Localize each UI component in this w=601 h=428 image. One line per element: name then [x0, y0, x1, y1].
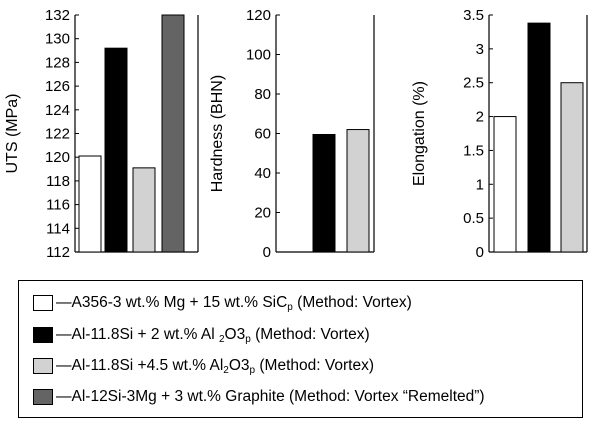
bar [104, 47, 128, 253]
y-tick-label: 20 [254, 205, 271, 222]
y-tick-label: 3 [476, 41, 484, 58]
legend-label: —A356-3 wt.% Mg + 15 wt.% SiCp (Method: … [56, 293, 412, 313]
legend-item: —A356-3 wt.% Mg + 15 wt.% SiCp (Method: … [33, 293, 412, 313]
y-axis-label: UTS (MPa) [4, 94, 21, 174]
bar [493, 116, 517, 253]
y-tick-label: 130 [45, 31, 70, 48]
bar [78, 155, 102, 253]
y-tick-label: 2 [476, 109, 484, 126]
y-tick-label: 114 [46, 220, 70, 237]
bar [132, 167, 156, 253]
y-tick-label: 0 [263, 244, 271, 261]
legend-item: —Al-11.8Si +4.5 wt.% Al2O3p (Method: Vor… [33, 356, 374, 376]
y-tick-label: 3.5 [463, 7, 484, 24]
y-tick-label: 116 [46, 197, 70, 214]
legend-swatch [33, 358, 53, 374]
y-tick-label: 100 [246, 47, 271, 64]
y-tick-label: 122 [45, 126, 70, 143]
y-tick-label: 132 [45, 7, 70, 24]
legend-swatch [33, 327, 53, 343]
y-tick-label: 80 [254, 86, 271, 103]
y-tick-label: 40 [254, 165, 271, 182]
y-tick-label: 0 [476, 244, 484, 261]
legend-label: —Al-11.8Si +4.5 wt.% Al2O3p (Method: Vor… [56, 356, 374, 376]
y-tick-label: 2.5 [463, 75, 484, 92]
legend-item: —Al-11.8Si + 2 wt.% Al 2O3p (Method: Vor… [33, 325, 370, 345]
legend-label: —Al-12Si-3Mg + 3 wt.% Graphite (Method: … [56, 388, 485, 405]
legend-swatch [33, 295, 53, 311]
bar [527, 22, 551, 253]
bar [346, 129, 370, 253]
y-tick-label: 112 [46, 244, 70, 261]
y-tick-label: 118 [46, 173, 70, 190]
legend-label: —Al-11.8Si + 2 wt.% Al 2O3p (Method: Vor… [56, 325, 370, 345]
y-tick-label: 120 [45, 149, 70, 166]
y-axis-label: Hardness (BHN) [209, 75, 226, 192]
y-tick-label: 1.5 [463, 142, 484, 159]
y-tick-label: 124 [45, 102, 70, 119]
legend-item: —Al-12Si-3Mg + 3 wt.% Graphite (Method: … [33, 387, 485, 407]
y-tick-label: 120 [246, 7, 271, 24]
y-tick-label: 126 [45, 78, 70, 95]
bar [312, 133, 336, 253]
bar [560, 82, 584, 253]
y-tick-label: 0.5 [463, 210, 484, 227]
bar [161, 14, 185, 253]
legend: —A356-3 wt.% Mg + 15 wt.% SiCp (Method: … [18, 280, 583, 418]
y-tick-label: 60 [254, 126, 271, 143]
y-tick-label: 1 [476, 176, 484, 193]
y-tick-label: 128 [45, 54, 70, 71]
y-axis-label: Elongation (%) [411, 81, 428, 186]
legend-swatch [33, 389, 53, 405]
